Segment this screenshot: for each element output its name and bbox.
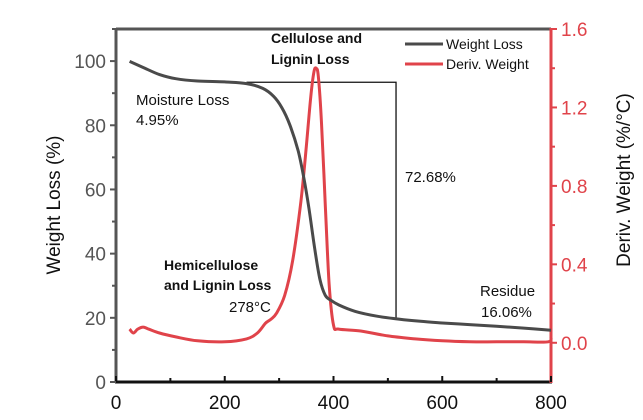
- annotation-cellulose-line2: Lignin Loss: [271, 51, 350, 67]
- annotation-hemicellulose-line2: and Lignin Loss: [164, 277, 272, 293]
- annotation-cellulose-line1: Cellulose and: [271, 30, 362, 46]
- y-tick-label: 60: [85, 180, 106, 201]
- y2-tick-label: 1.2: [561, 98, 587, 119]
- x-tick-label: 400: [318, 393, 350, 414]
- y2-axis-title: Deriv. Weight (%/°C): [614, 93, 635, 267]
- x-tick-label: 600: [426, 393, 458, 414]
- legend-label-deriv-weight: Deriv. Weight: [446, 56, 529, 72]
- deriv-weight-curve: [128, 66, 553, 344]
- y-tick-label: 0: [95, 373, 106, 394]
- annotation-moisture-label: Moisture Loss: [136, 92, 229, 109]
- y-tick-label: 80: [85, 116, 106, 137]
- y-axis-title: Weight Loss (%): [44, 135, 65, 274]
- x-tick-label: 800: [535, 393, 567, 414]
- y-tick-label: 100: [74, 52, 106, 73]
- annotation-hemicellulose-temp: 278°C: [229, 299, 271, 316]
- step-bracket: [246, 81, 397, 320]
- annotation-step-value: 72.68%: [405, 169, 456, 186]
- annotation-residue-label: Residue: [480, 283, 535, 300]
- x-tick-label: 200: [209, 393, 241, 414]
- legend-label-weight-loss: Weight Loss: [446, 36, 523, 52]
- weight-loss-curve: [129, 60, 552, 332]
- annotation-hemicellulose-line1: Hemicellulose: [164, 257, 258, 273]
- y-tick-label: 20: [85, 309, 106, 330]
- y2-tick-label: 1.6: [561, 20, 587, 41]
- y2-tick-label: 0.8: [561, 177, 587, 198]
- annotation-residue-value: 16.06%: [481, 304, 532, 321]
- y2-tick-label: 0.0: [561, 334, 587, 355]
- y-tick-label: 40: [85, 245, 106, 266]
- x-tick-label: 0: [111, 393, 122, 414]
- y2-tick-label: 0.4: [561, 255, 588, 276]
- annotation-moisture-value: 4.95%: [136, 112, 179, 129]
